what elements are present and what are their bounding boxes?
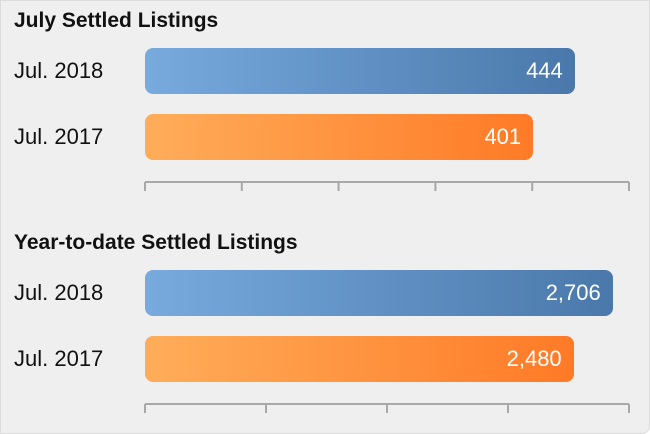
- bar-2018: 444: [145, 48, 575, 94]
- bar-value-2017: 401: [484, 124, 522, 149]
- bar-2018: 2,706: [145, 270, 613, 316]
- bar-2017: 401: [145, 114, 534, 160]
- x-axis: [144, 181, 630, 191]
- row-label-2018: Jul. 2018: [14, 58, 104, 83]
- row-label-2017: Jul. 2017: [14, 346, 104, 371]
- row-label-2018: Jul. 2018: [14, 280, 104, 305]
- chart-title: Year-to-date Settled Listings: [14, 231, 298, 254]
- bar-value-2018: 444: [526, 58, 563, 83]
- bar-2017: 2,480: [145, 336, 574, 382]
- x-axis: [144, 403, 630, 413]
- bar-value-2017: 2,480: [506, 346, 562, 371]
- row-label-2017: Jul. 2017: [14, 124, 104, 149]
- bar-value-2018: 2,706: [545, 280, 601, 305]
- chart-title: July Settled Listings: [14, 9, 219, 32]
